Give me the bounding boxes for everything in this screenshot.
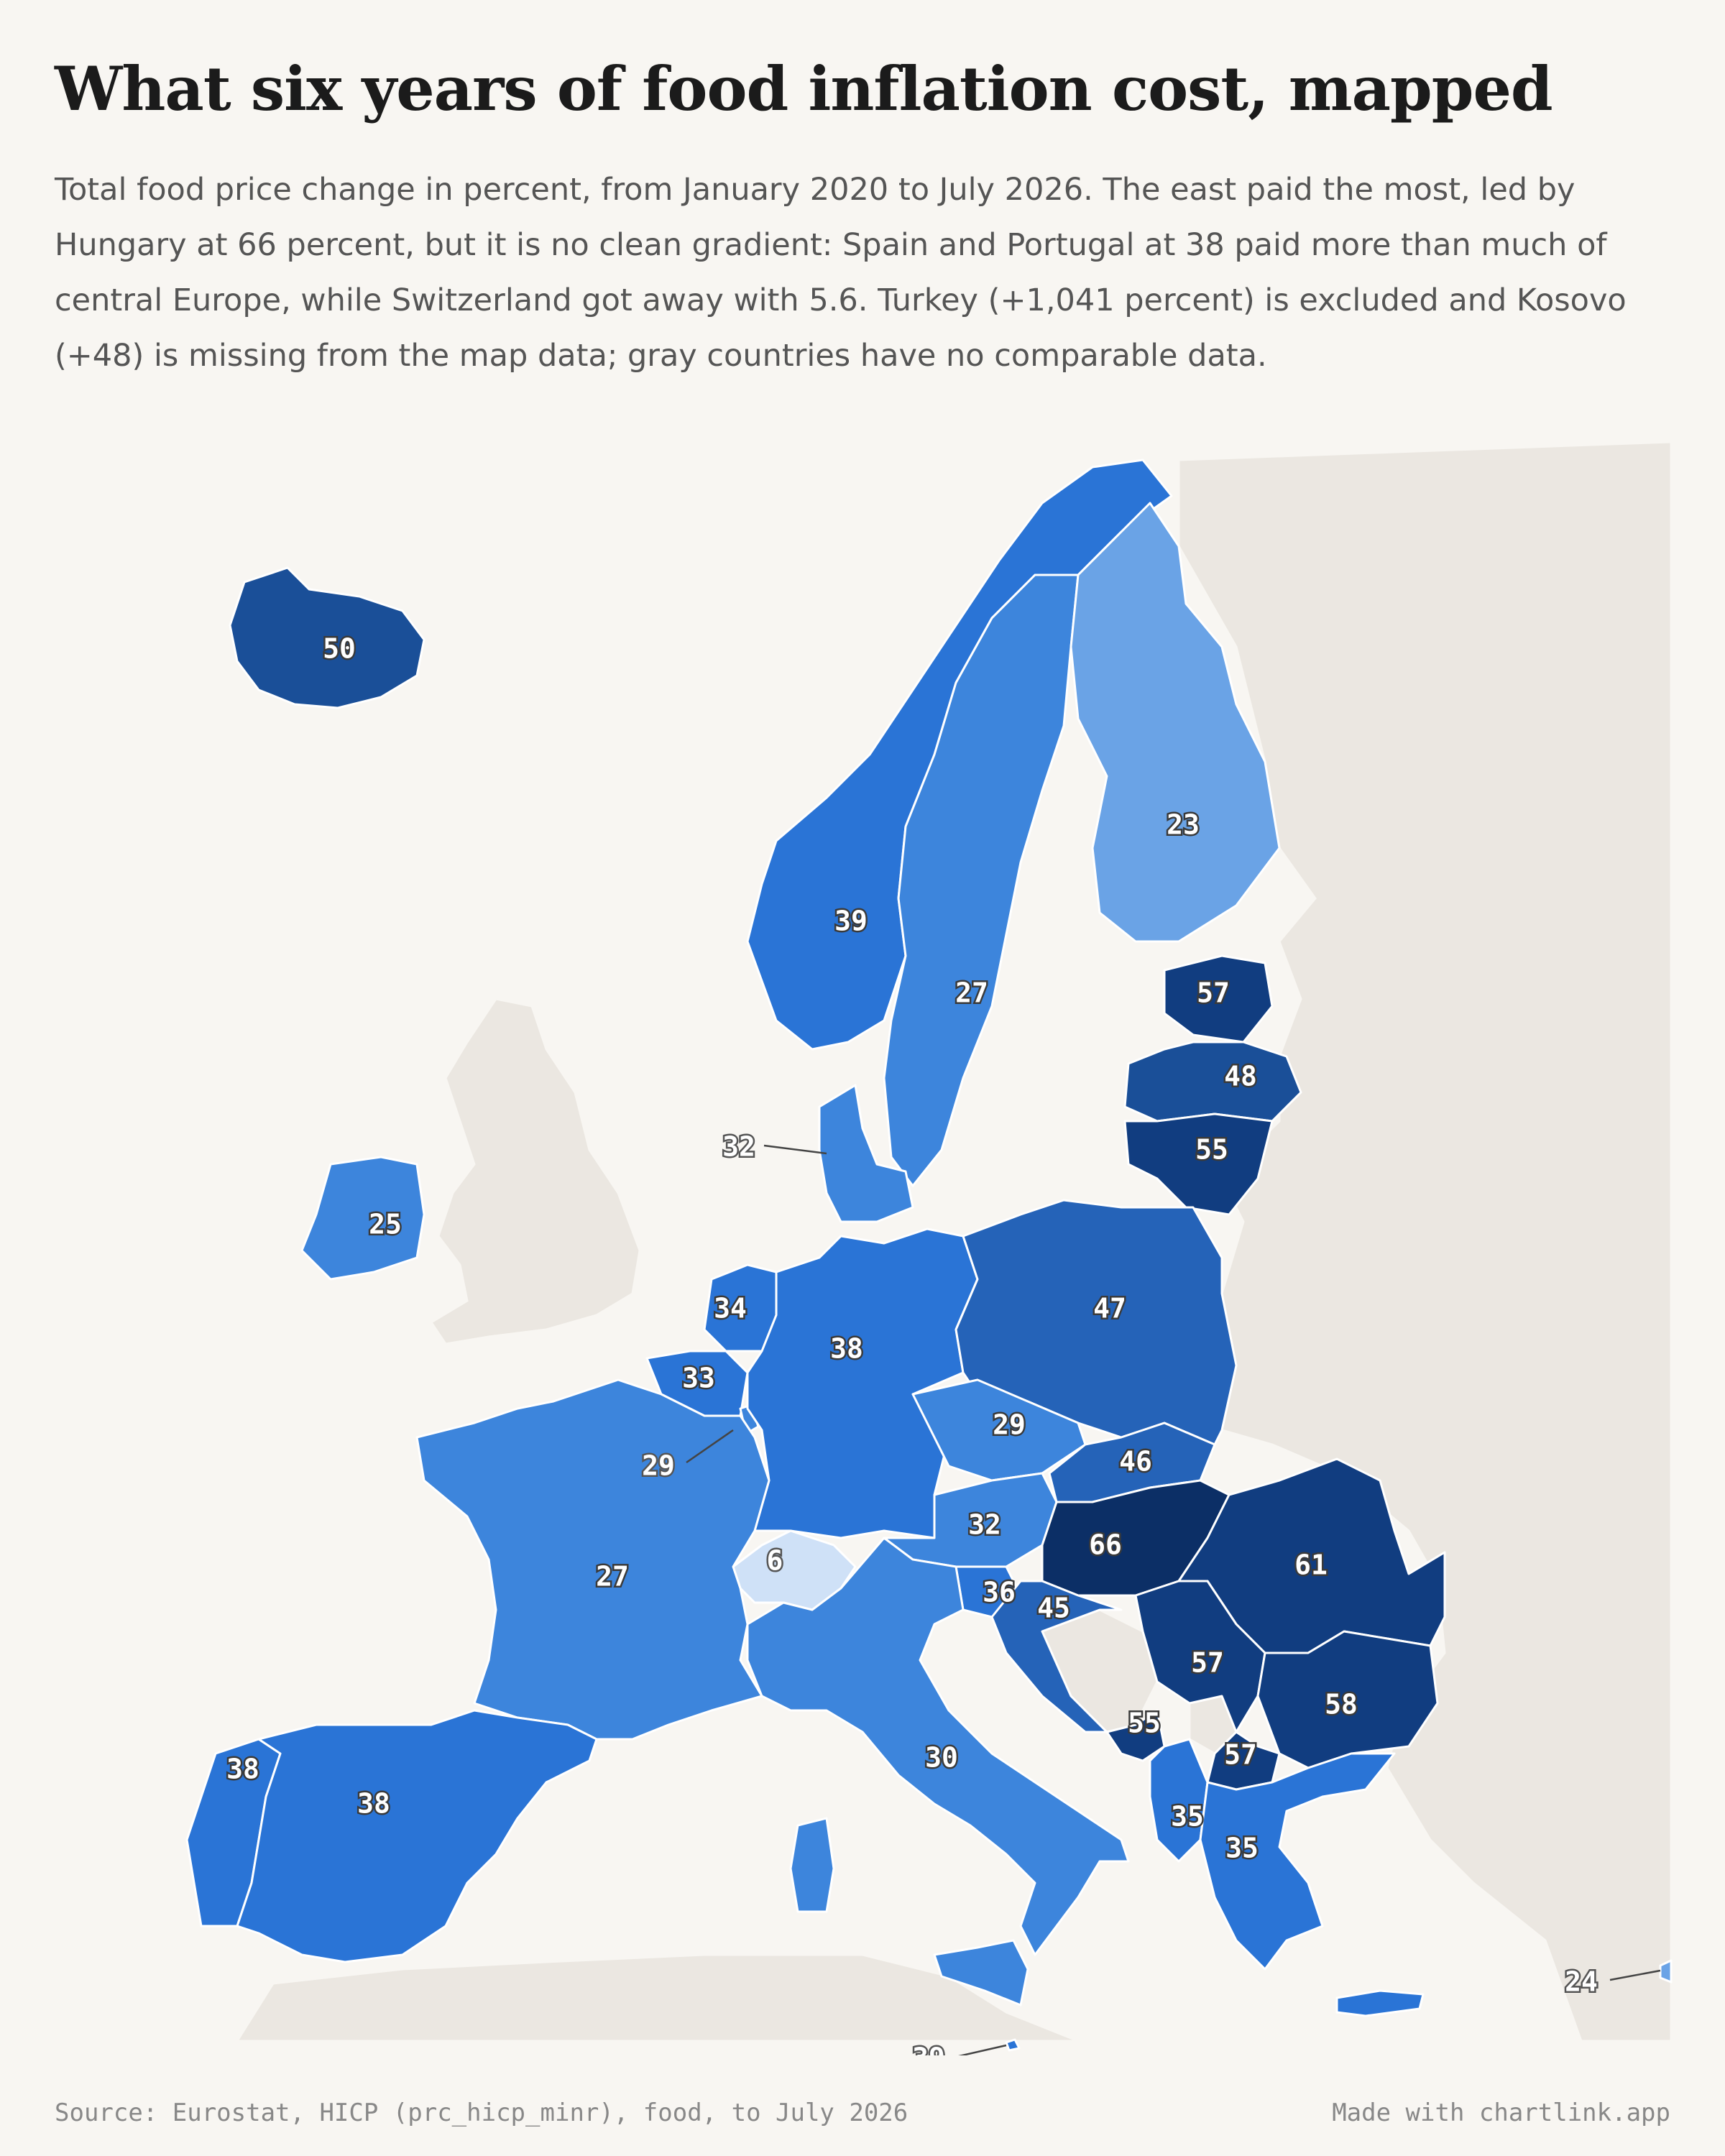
label-belgium: 33 — [682, 1363, 715, 1394]
label-lithuania: 55 — [1195, 1134, 1228, 1166]
leader-malta — [958, 2044, 1007, 2055]
country-denmark[interactable] — [818, 1084, 914, 1223]
north-africa — [235, 1953, 1079, 2042]
credit-note: Made with chartlink.app — [1332, 2099, 1670, 2127]
label-serbia: 57 — [1191, 1647, 1224, 1679]
country-sardinia[interactable] — [789, 1817, 835, 1913]
label-ireland: 25 — [369, 1209, 402, 1240]
chart-subtitle: Total food price change in percent, from… — [55, 172, 1627, 374]
label-switzerland: 6 — [767, 1545, 783, 1577]
label-norway: 39 — [834, 906, 868, 937]
label-czechia: 29 — [993, 1409, 1026, 1441]
leader-cyprus — [1609, 1969, 1661, 1981]
leader-lines — [686, 1144, 1661, 2055]
country-bulgaria[interactable] — [1256, 1630, 1439, 1769]
label-finland: 23 — [1167, 809, 1200, 841]
label-france: 27 — [596, 1561, 629, 1593]
europe-map: 50 39 27 23 57 48 55 32 25 34 33 29 38 4… — [185, 441, 1673, 2056]
label-iceland: 50 — [323, 633, 356, 665]
country-crete[interactable] — [1335, 1989, 1425, 2017]
country-croatia[interactable] — [990, 1580, 1123, 1733]
label-portugal: 38 — [226, 1754, 259, 1785]
country-finland[interactable] — [1070, 502, 1281, 943]
country-iceland[interactable] — [229, 566, 426, 709]
label-romania: 61 — [1294, 1549, 1328, 1581]
country-ireland[interactable] — [300, 1156, 426, 1281]
label-netherlands: 34 — [714, 1293, 747, 1325]
country-sweden[interactable] — [883, 573, 1080, 1187]
label-slovenia: 36 — [983, 1577, 1016, 1608]
country-france[interactable] — [415, 1378, 770, 1741]
label-denmark: 32 — [722, 1131, 755, 1163]
label-austria: 32 — [968, 1509, 1001, 1541]
label-malta: 39 — [912, 2042, 945, 2056]
no-data-land — [235, 441, 1673, 2042]
leader-denmark — [763, 1144, 827, 1155]
label-poland: 47 — [1093, 1293, 1126, 1325]
country-spain[interactable] — [236, 1709, 598, 1963]
chart-title: What six years of food inflation cost, m… — [55, 53, 1553, 124]
label-luxembourg: 29 — [642, 1450, 675, 1482]
source-note: Source: Eurostat, HICP (prc_hicp_minr), … — [55, 2099, 908, 2127]
label-italy: 30 — [925, 1742, 958, 1774]
country-malta[interactable] — [1005, 2038, 1021, 2052]
label-sweden: 27 — [955, 977, 988, 1009]
country-lithuania[interactable] — [1123, 1112, 1274, 1216]
country-serbia[interactable] — [1134, 1580, 1266, 1733]
label-albania: 35 — [1171, 1801, 1204, 1833]
britain — [429, 998, 641, 1345]
label-north-macedonia: 57 — [1224, 1739, 1257, 1771]
label-latvia: 48 — [1224, 1061, 1257, 1092]
eastern-land — [1177, 441, 1673, 2042]
country-greece[interactable] — [1199, 1752, 1396, 1971]
country-estonia[interactable] — [1163, 954, 1274, 1044]
label-montenegro: 55 — [1128, 1708, 1161, 1739]
label-estonia: 57 — [1197, 977, 1230, 1009]
country-latvia[interactable] — [1123, 1041, 1302, 1123]
countries — [185, 459, 1673, 2052]
label-greece: 35 — [1225, 1833, 1259, 1864]
label-bulgaria: 58 — [1325, 1689, 1358, 1720]
label-spain: 38 — [357, 1788, 390, 1820]
country-cyprus[interactable] — [1659, 1959, 1673, 1984]
label-germany: 38 — [830, 1333, 863, 1365]
label-hungary: 66 — [1089, 1529, 1122, 1561]
label-croatia: 45 — [1037, 1593, 1070, 1624]
value-labels: 50 39 27 23 57 48 55 32 25 34 33 29 38 4… — [225, 631, 1600, 2056]
leader-luxembourg — [686, 1429, 734, 1464]
label-slovakia: 46 — [1119, 1446, 1152, 1478]
country-italy[interactable] — [746, 1537, 1130, 1956]
label-cyprus: 24 — [1565, 1966, 1598, 1998]
country-sicily[interactable] — [933, 1939, 1029, 2007]
